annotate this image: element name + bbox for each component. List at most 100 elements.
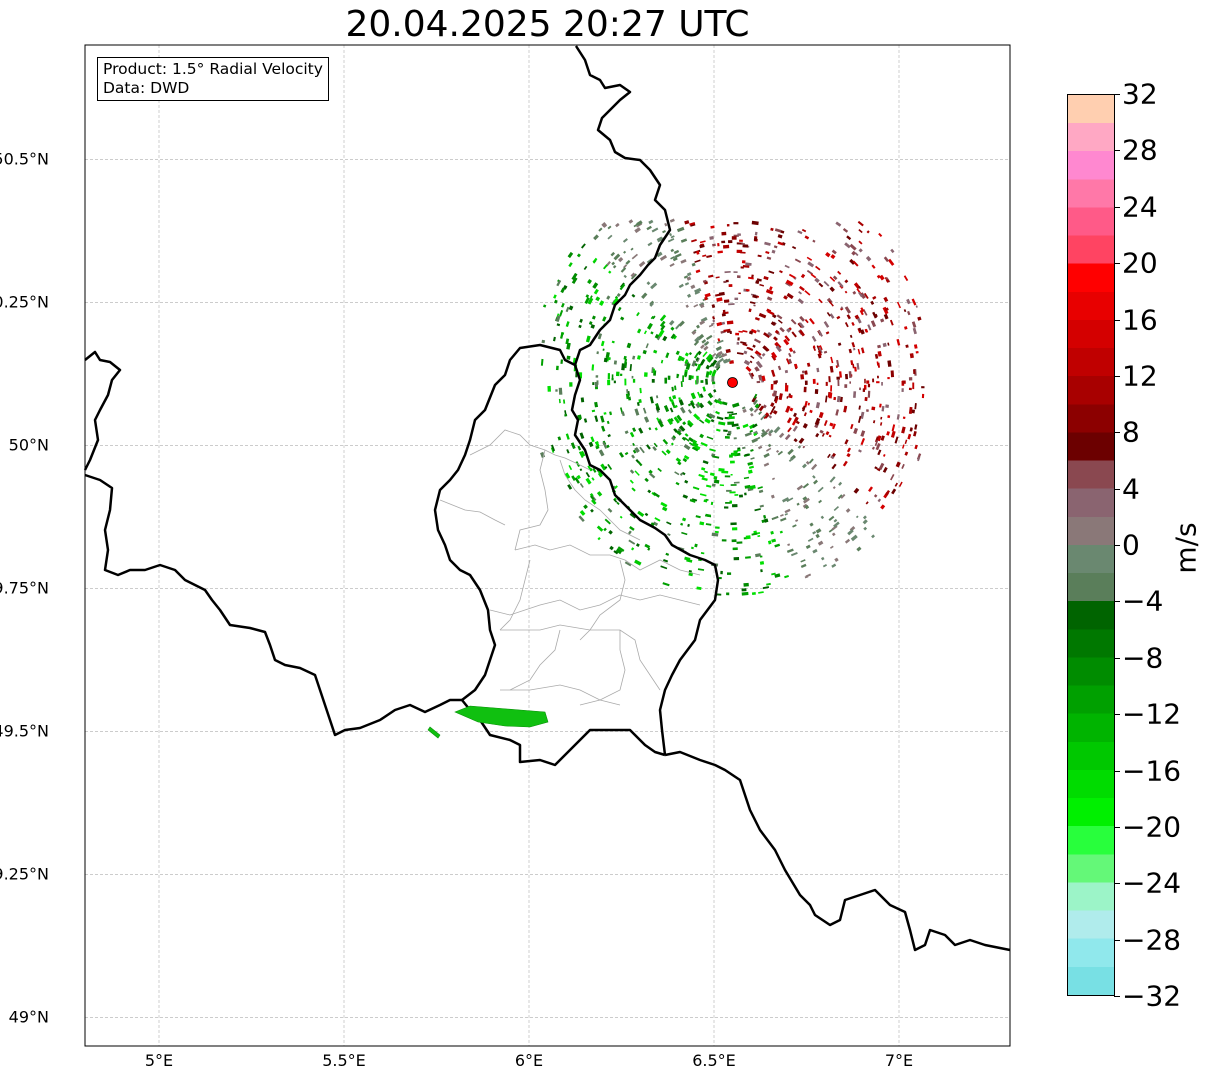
velocity-echo [736, 541, 743, 544]
velocity-echo [874, 436, 879, 443]
velocity-echo [740, 251, 746, 254]
velocity-echo [726, 489, 732, 492]
velocity-echo [867, 383, 871, 388]
velocity-echo [561, 302, 565, 308]
velocity-echo [609, 411, 613, 416]
velocity-echo [838, 481, 843, 486]
velocity-echo [652, 521, 659, 527]
velocity-echo [667, 418, 673, 425]
colorbar-tick-mark [1114, 770, 1120, 772]
velocity-echo [716, 399, 723, 405]
velocity-echo [921, 386, 925, 389]
colorbar-tick-mark [1114, 94, 1120, 95]
velocity-echo [608, 530, 613, 535]
velocity-echo [662, 438, 669, 445]
velocity-echo [666, 521, 672, 525]
velocity-echo [568, 305, 574, 311]
velocity-echo [644, 477, 649, 483]
velocity-echo [917, 456, 921, 462]
velocity-echo [797, 298, 804, 305]
velocity-echo [907, 310, 911, 316]
velocity-echo [744, 484, 751, 489]
velocity-echo [917, 316, 922, 321]
velocity-echo [754, 316, 760, 321]
colorbar-tick-label: 12 [1122, 359, 1158, 393]
velocity-echo [708, 324, 714, 328]
velocity-echo [815, 432, 820, 438]
border-lux-west [433, 343, 576, 701]
velocity-echo [645, 343, 649, 349]
velocity-echo [757, 445, 763, 450]
velocity-echo [691, 262, 696, 267]
velocity-echo [852, 347, 856, 351]
velocity-echo [780, 517, 787, 522]
velocity-echo [721, 313, 726, 317]
velocity-echo [896, 338, 901, 346]
velocity-echo [768, 429, 774, 434]
velocity-echo [901, 388, 904, 392]
velocity-echo [833, 518, 838, 523]
velocity-echo [691, 330, 697, 335]
velocity-echo [748, 330, 754, 335]
velocity-echo [815, 402, 821, 409]
velocity-echo [767, 432, 772, 437]
velocity-echo [896, 301, 902, 309]
velocity-echo [672, 334, 678, 340]
colorbar-tick-label: 28 [1122, 133, 1158, 167]
velocity-echo [812, 548, 818, 554]
colorbar-tick-label: 4 [1122, 472, 1140, 506]
colorbar-tick-mark [1114, 545, 1120, 546]
velocity-echo [823, 320, 830, 328]
velocity-echo [728, 414, 732, 417]
velocity-echo [757, 486, 763, 490]
velocity-echo [564, 410, 567, 415]
velocity-echo [844, 384, 848, 388]
velocity-echo [799, 285, 805, 292]
velocity-echo [905, 344, 909, 348]
velocity-echo [738, 494, 743, 498]
velocity-echo [811, 335, 817, 342]
velocity-echo [672, 394, 677, 400]
velocity-echo [550, 447, 555, 453]
velocity-echo [777, 319, 783, 324]
colorbar-tick-mark [1114, 714, 1120, 716]
velocity-echo [859, 309, 864, 316]
velocity-echo [677, 428, 682, 433]
velocity-echo [726, 592, 730, 596]
velocity-echo [696, 363, 702, 371]
velocity-echo [804, 400, 808, 408]
velocity-echo [818, 350, 822, 356]
velocity-echo [755, 280, 760, 285]
velocity-echo [912, 327, 917, 335]
velocity-echo [761, 375, 766, 382]
velocity-echo [556, 323, 561, 327]
velocity-echo [756, 380, 761, 384]
velocity-echo [724, 270, 731, 274]
velocity-echo [773, 426, 781, 434]
velocity-echo [695, 357, 699, 361]
velocity-echo [638, 427, 644, 434]
velocity-echo [818, 499, 822, 504]
velocity-echo [683, 436, 690, 442]
velocity-echo [607, 463, 613, 470]
velocity-echo [721, 231, 727, 236]
velocity-echo [594, 381, 598, 388]
velocity-echo [808, 458, 814, 464]
velocity-echo [754, 508, 761, 512]
velocity-echo [591, 364, 595, 371]
velocity-echo [787, 427, 792, 433]
velocity-echo [829, 545, 834, 549]
velocity-echo [773, 336, 778, 342]
velocity-echo [742, 244, 749, 248]
velocity-echo [594, 415, 599, 422]
velocity-echo [760, 431, 768, 438]
velocity-echo [833, 521, 840, 528]
velocity-echo [901, 444, 905, 449]
velocity-echo [727, 421, 735, 425]
velocity-echo [754, 366, 760, 372]
velocity-echo [759, 561, 765, 565]
velocity-echo [607, 373, 611, 380]
velocity-echo [799, 315, 805, 322]
velocity-echo [553, 294, 557, 299]
velocity-echo [865, 501, 869, 505]
